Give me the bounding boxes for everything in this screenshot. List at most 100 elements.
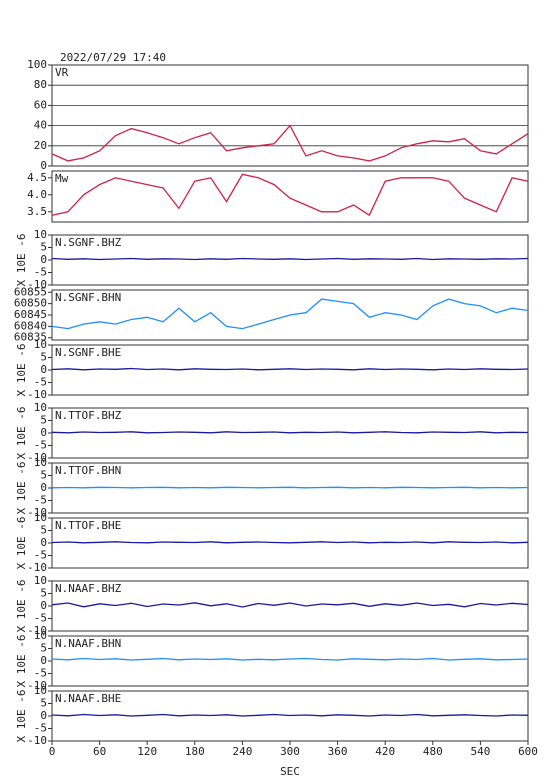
x-tick-label: 120: [137, 745, 157, 758]
panel-label: N.NAAF.BHN: [55, 637, 121, 650]
y-tick-label: 4.5: [27, 171, 47, 184]
panel-label: Mw: [55, 172, 69, 185]
y-tick-label: 10: [34, 338, 47, 351]
y-tick-label: -5: [34, 439, 47, 452]
y-tick-label: 60840: [14, 319, 47, 332]
y-tick-label: -5: [34, 549, 47, 562]
x-tick-label: 0: [49, 745, 56, 758]
y-tick-label: 40: [34, 119, 47, 132]
x-tick-label: 480: [423, 745, 443, 758]
y-tick-label: 4.0: [27, 188, 47, 201]
y-tick-label: 5: [40, 414, 47, 427]
x-tick-label: 180: [185, 745, 205, 758]
trace-line: [51, 298, 529, 330]
y-tick-label: -10: [27, 451, 47, 464]
y-tick-label: 0: [40, 159, 47, 172]
y-tick-label: 5: [40, 241, 47, 254]
y-tick-label: 60850: [14, 297, 47, 310]
y-tick-label: 5: [40, 524, 47, 537]
trace-line: [51, 486, 529, 489]
trace-line: [51, 431, 529, 434]
panel-label: N.NAAF.BHZ: [55, 582, 122, 595]
trace-line: [51, 713, 529, 717]
panel-label: VR: [55, 66, 69, 79]
y-tick-label: 5: [40, 642, 47, 655]
y-tick-label: -5: [34, 722, 47, 735]
y-tick-label: 3.5: [27, 205, 47, 218]
panel-label: N.SGNF.BHZ: [55, 236, 122, 249]
y-tick-label: 60855: [14, 285, 47, 298]
panel-label: N.SGNF.BHN: [55, 291, 121, 304]
y-tick-label: 10: [34, 629, 47, 642]
y-tick-label: 0: [40, 363, 47, 376]
y-tick-label: -10: [27, 278, 47, 291]
x-tick-label: 60: [93, 745, 106, 758]
y-tick-label: -5: [34, 494, 47, 507]
x-tick-label: 300: [280, 745, 300, 758]
trace-line: [51, 367, 529, 371]
y-tick-label: 80: [34, 78, 47, 91]
y-axis-label: X 10E -6: [15, 635, 28, 688]
trace-line: [51, 602, 529, 608]
y-axis-label: X 10E -6: [15, 690, 28, 743]
y-tick-label: -5: [34, 376, 47, 389]
panel-label: N.SGNF.BHE: [55, 346, 121, 359]
y-tick-label: 0: [40, 654, 47, 667]
y-tick-label: 5: [40, 697, 47, 710]
trace-line: [51, 173, 529, 217]
y-tick-label: 20: [34, 139, 47, 152]
trace-line: [51, 541, 529, 544]
y-tick-label: -5: [34, 266, 47, 279]
x-tick-label: 540: [470, 745, 490, 758]
y-tick-label: -10: [27, 679, 47, 692]
y-tick-label: 10: [34, 456, 47, 469]
y-tick-label: 10: [34, 401, 47, 414]
x-tick-label: 600: [518, 745, 538, 758]
trace-line: [51, 657, 529, 661]
y-tick-label: -5: [34, 667, 47, 680]
y-axis-label: X 10E -6: [15, 344, 28, 397]
panel-frame: [51, 407, 529, 459]
y-tick-label: -10: [27, 734, 47, 747]
panel-frame: [51, 64, 529, 167]
y-axis-label: X 10E -6: [15, 407, 28, 460]
x-tick-label: 240: [232, 745, 252, 758]
y-tick-label: 0: [40, 253, 47, 266]
y-tick-label: 5: [40, 469, 47, 482]
x-tick-label: 420: [375, 745, 395, 758]
y-tick-label: 10: [34, 228, 47, 241]
trace-line: [51, 124, 529, 162]
panel-frame: [51, 635, 529, 687]
y-axis-label: X 10E -6: [15, 462, 28, 515]
panel-label: N.TTOF.BHZ: [55, 409, 122, 422]
y-tick-label: 5: [40, 351, 47, 364]
chart-title: 2022/07/29 17:40: [60, 51, 166, 64]
trace-line: [51, 257, 529, 261]
y-tick-label: -10: [27, 561, 47, 574]
y-tick-label: 0: [40, 481, 47, 494]
y-axis-label: X 10E -6: [15, 517, 28, 570]
panel-frame: [51, 580, 529, 632]
y-tick-label: 0: [40, 426, 47, 439]
y-tick-label: 0: [40, 536, 47, 549]
y-tick-label: -10: [27, 624, 47, 637]
y-tick-label: 0: [40, 599, 47, 612]
x-axis-label: SEC: [280, 765, 300, 778]
panel-label: N.TTOF.BHE: [55, 519, 121, 532]
y-tick-label: 10: [34, 684, 47, 697]
panel-frame: [51, 234, 529, 286]
y-tick-label: 60: [34, 98, 47, 111]
y-tick-label: 10: [34, 511, 47, 524]
y-tick-label: -10: [27, 506, 47, 519]
y-tick-label: 10: [34, 574, 47, 587]
panel-frame: [51, 344, 529, 396]
y-tick-label: 60835: [14, 331, 47, 344]
y-tick-label: 100: [27, 58, 47, 71]
y-tick-label: 5: [40, 587, 47, 600]
y-tick-label: -5: [34, 612, 47, 625]
y-axis-label: X 10E -6: [15, 234, 28, 287]
y-tick-label: 0: [40, 709, 47, 722]
panel-label: N.NAAF.BHE: [55, 692, 121, 705]
